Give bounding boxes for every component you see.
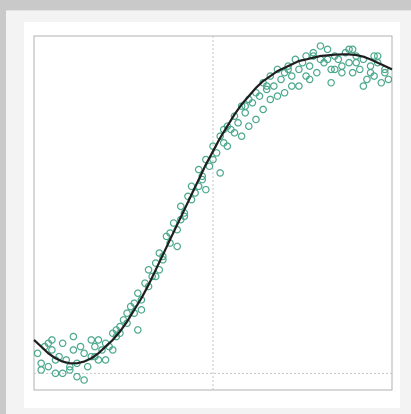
data-point	[245, 122, 253, 130]
data-point	[262, 85, 271, 94]
data-point	[202, 185, 210, 194]
data-point	[323, 45, 332, 54]
data-point	[98, 346, 106, 354]
data-point	[373, 52, 382, 60]
data-point	[284, 62, 292, 70]
data-point	[366, 62, 375, 70]
data-point	[266, 72, 275, 80]
data-point	[309, 48, 318, 57]
data-point	[234, 119, 242, 127]
data-point	[352, 58, 361, 67]
data-point	[255, 92, 264, 100]
data-point	[338, 62, 346, 70]
data-point	[58, 339, 67, 348]
data-point	[338, 68, 346, 77]
data-point	[305, 62, 314, 70]
data-point	[287, 72, 296, 80]
data-point	[33, 349, 42, 358]
data-point	[363, 75, 371, 84]
data-point	[266, 95, 275, 104]
data-point	[252, 115, 260, 124]
data-point	[51, 369, 60, 378]
data-point	[327, 78, 335, 87]
data-point	[216, 169, 224, 177]
data-point	[384, 75, 393, 84]
data-point	[69, 346, 78, 354]
data-point	[44, 339, 53, 348]
data-point	[248, 98, 257, 107]
data-point	[366, 68, 375, 77]
data-point	[302, 72, 310, 80]
data-point	[91, 342, 99, 351]
data-point	[230, 129, 239, 137]
data-point	[237, 132, 246, 140]
data-point	[76, 342, 85, 351]
data-point	[313, 68, 321, 77]
data-point	[87, 336, 96, 344]
data-point	[44, 362, 53, 371]
data-point	[137, 306, 146, 314]
data-point	[295, 65, 303, 74]
data-point	[134, 326, 142, 334]
data-point	[287, 82, 296, 90]
data-point	[273, 92, 282, 100]
data-point	[223, 142, 232, 151]
data-point	[241, 109, 250, 117]
data-point	[381, 68, 389, 77]
data-point	[359, 82, 368, 90]
data-point	[37, 366, 45, 374]
data-point	[212, 149, 221, 157]
data-point	[173, 242, 182, 251]
data-point	[345, 45, 353, 54]
data-point	[348, 68, 357, 77]
data-point	[194, 165, 203, 174]
data-point	[270, 82, 278, 90]
data-point	[65, 366, 74, 374]
data-point	[370, 52, 378, 60]
data-point	[345, 58, 353, 67]
data-point	[316, 42, 325, 50]
data-point	[48, 346, 56, 354]
data-point	[209, 155, 217, 164]
data-point	[144, 265, 153, 274]
data-point	[295, 82, 303, 90]
data-point	[37, 359, 45, 368]
data-point	[355, 65, 364, 74]
data-point	[94, 336, 103, 344]
data-point	[80, 376, 88, 384]
data-point	[348, 45, 357, 54]
data-point	[83, 362, 92, 371]
data-point	[259, 105, 267, 114]
data-point	[123, 309, 131, 318]
data-point	[334, 55, 343, 64]
data-point	[69, 332, 78, 341]
fit-curve-line	[33, 53, 393, 365]
data-point	[280, 88, 289, 97]
data-point	[241, 102, 250, 110]
data-point	[262, 82, 271, 90]
data-point	[94, 356, 103, 364]
data-point	[73, 372, 81, 381]
data-point	[101, 356, 110, 364]
plot-panel	[24, 22, 400, 408]
scatter-chart	[33, 35, 393, 391]
data-point	[277, 75, 285, 84]
data-point	[80, 349, 88, 358]
data-point	[176, 202, 185, 211]
data-point	[330, 65, 339, 74]
data-point	[377, 78, 386, 87]
data-point	[134, 289, 142, 297]
data-point	[58, 369, 67, 378]
data-point	[108, 346, 117, 354]
data-point	[327, 65, 335, 74]
